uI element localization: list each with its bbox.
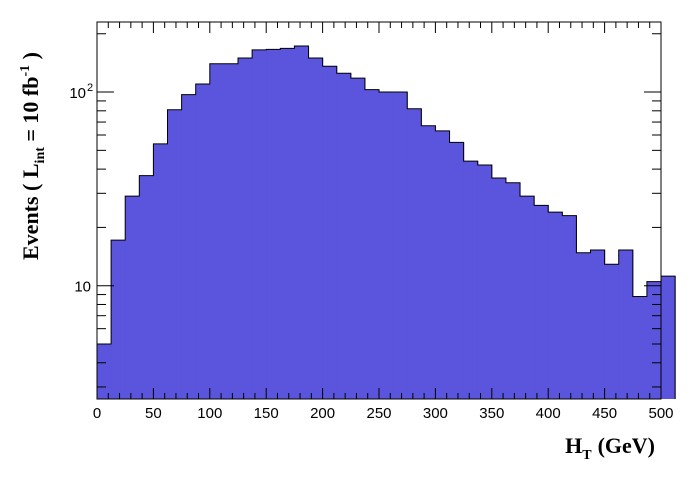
x-tick-label: 200 <box>310 405 335 422</box>
histogram-bar <box>322 66 338 400</box>
histogram-bar <box>294 45 310 400</box>
histogram-bar <box>576 252 592 399</box>
histogram-bar <box>604 264 620 399</box>
histogram-bar <box>562 215 577 399</box>
x-tick-label: 50 <box>145 405 162 422</box>
x-axis-title-main: H <box>565 433 582 458</box>
histogram-bar <box>463 161 479 399</box>
histogram-bar <box>167 109 183 399</box>
histogram-bar <box>125 196 140 399</box>
histogram-bar <box>632 296 648 399</box>
histogram-bar <box>223 63 239 400</box>
y-axis-title-sub: int <box>33 147 48 164</box>
x-tick-label: 450 <box>592 405 617 422</box>
histogram-bar <box>350 78 366 399</box>
histogram-bar <box>153 143 169 399</box>
y-tick-label-exponent: 2 <box>87 82 93 94</box>
histogram-bar <box>181 94 197 399</box>
x-tick-label: 250 <box>366 405 391 422</box>
histogram-bar <box>435 130 451 399</box>
histogram-bar <box>266 49 281 399</box>
x-tick-label: 150 <box>254 405 279 422</box>
x-tick-label: 400 <box>536 405 561 422</box>
histogram-bar <box>308 57 324 399</box>
histogram-bar <box>252 49 267 399</box>
histogram-bar <box>379 92 394 400</box>
y-tick-label: 10 <box>74 279 91 296</box>
histogram-bar <box>505 182 521 399</box>
histogram-bar <box>280 48 295 400</box>
histogram-bar <box>336 73 352 399</box>
x-tick-label: 300 <box>423 405 448 422</box>
x-tick-label: 0 <box>93 405 101 422</box>
histogram-bar <box>534 205 549 399</box>
x-axis-title-rest: (GeV) <box>598 433 655 458</box>
histogram-bar <box>646 281 662 399</box>
y-tick-label: 10 <box>69 85 86 102</box>
y-axis-title-pre: Events ( L <box>18 163 43 260</box>
y-axis-title-sup: -1 <box>18 65 33 77</box>
x-tick-label: 500 <box>648 405 673 422</box>
histogram-bar <box>661 276 676 399</box>
x-axis-title-sub: T <box>582 448 592 463</box>
x-axis-title: HT (GeV) <box>565 433 655 463</box>
histogram-bar <box>421 125 436 399</box>
histogram-bar <box>590 249 606 399</box>
y-axis-title: Events ( Lint = 10 fb-1 ) <box>18 52 48 260</box>
histogram-bar <box>618 249 634 399</box>
histogram-bar <box>111 240 126 399</box>
histogram-bar <box>477 165 493 399</box>
histogram-bar <box>139 175 154 399</box>
histogram-bar <box>195 84 211 399</box>
x-tick-label: 350 <box>479 405 504 422</box>
axis-ticks <box>96 22 662 399</box>
histogram-outline <box>96 45 676 399</box>
histogram-bar <box>407 108 422 399</box>
histogram-bar <box>520 196 535 399</box>
histogram-bars <box>96 45 676 400</box>
x-tick-label: 100 <box>197 405 222 422</box>
y-axis-title-mid: = 10 fb <box>18 76 43 147</box>
histogram-bar <box>393 92 408 400</box>
histogram-bar <box>97 344 112 399</box>
histogram-bar <box>209 63 225 400</box>
histogram-bar <box>364 89 380 399</box>
histogram-bar <box>449 142 465 399</box>
histogram-bar <box>491 177 507 399</box>
y-axis-title-post: ) <box>18 52 43 65</box>
histogram-bar <box>548 212 563 399</box>
histogram-bar <box>238 57 253 399</box>
